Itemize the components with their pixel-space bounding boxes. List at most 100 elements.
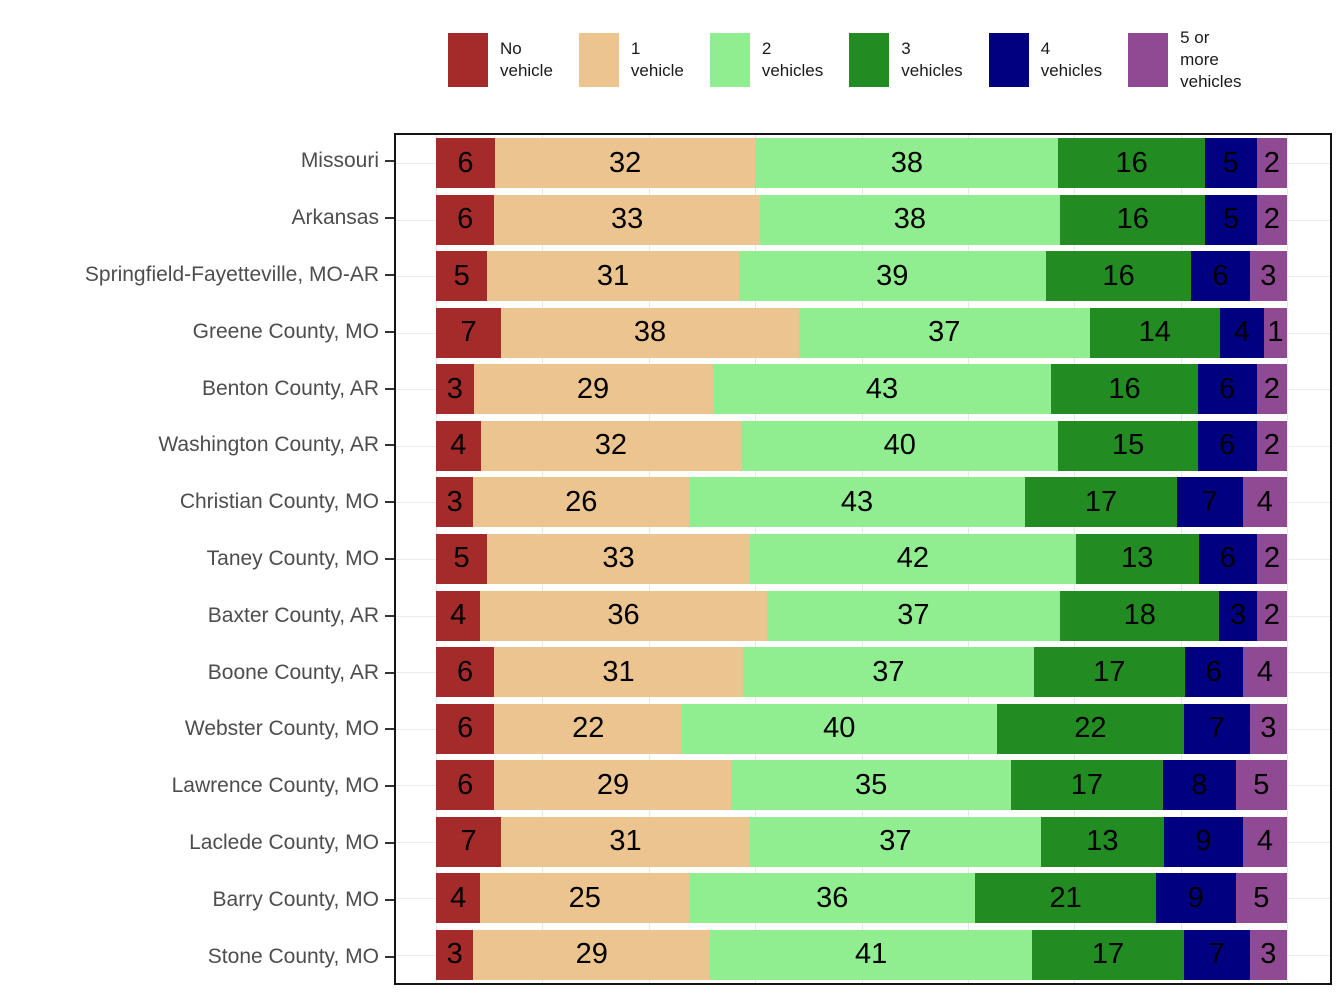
y-axis-row: Webster County, MO <box>0 701 394 758</box>
stacked-bar: 3 29 41 17 7 3 <box>436 929 1287 980</box>
segment-value-label: 7 <box>460 825 477 858</box>
segment-value-label: 5 <box>1253 881 1270 914</box>
y-axis-row: Stone County, MO <box>0 928 394 985</box>
axis-tick <box>385 557 394 560</box>
bar-segment: 29 <box>473 364 713 415</box>
bar-segment: 5 <box>1235 760 1288 811</box>
segment-value-label: 3 <box>446 938 463 971</box>
segment-value-label: 43 <box>840 485 874 518</box>
bar-segment: 22 <box>494 703 683 754</box>
legend-label: 5 or more vehicles <box>1180 28 1242 91</box>
segment-value-label: 13 <box>1086 825 1119 858</box>
stacked-bar: 6 29 35 17 8 5 <box>436 760 1288 811</box>
segment-value-label: 22 <box>1074 712 1107 745</box>
segment-value-label: 37 <box>872 655 905 688</box>
bar-segment: 42 <box>749 533 1076 584</box>
bar-segment: 40 <box>741 420 1059 471</box>
y-axis-row: Boone County, AR <box>0 644 394 701</box>
y-axis-row: Greene County, MO <box>0 303 394 360</box>
category-label: Webster County, MO <box>184 717 379 741</box>
legend-item: No vehicle <box>448 33 553 87</box>
bar-segment: 7 <box>1184 703 1250 754</box>
bar-segment: 31 <box>487 251 739 302</box>
row-slot: 4 32 40 15 6 2 <box>396 418 1330 475</box>
segment-value-label: 37 <box>879 825 912 858</box>
segment-value-label: 36 <box>607 599 640 632</box>
category-label: Taney County, MO <box>206 546 379 570</box>
segment-value-label: 3 <box>1260 938 1277 971</box>
legend-label: 4 vehicles <box>1040 39 1103 80</box>
row-slot: 5 33 42 13 6 2 <box>396 531 1330 588</box>
bar-segment: 2 <box>1256 420 1288 471</box>
segment-value-label: 2 <box>1263 429 1280 462</box>
row-slot: 3 29 41 17 7 3 <box>396 926 1330 983</box>
category-label: Barry County, MO <box>212 887 379 911</box>
bar-segment: 7 <box>1184 929 1250 980</box>
segment-value-label: 9 <box>1195 825 1212 858</box>
row-slot: 3 29 43 16 6 2 <box>396 361 1330 418</box>
bar-segment: 5 <box>1204 138 1257 189</box>
segment-value-label: 3 <box>446 485 463 518</box>
bar-segment: 6 <box>1197 364 1257 415</box>
y-axis-row: Benton County, AR <box>0 360 394 417</box>
bar-segment: 5 <box>1235 873 1288 924</box>
axis-tick <box>385 841 394 844</box>
bar-segment: 8 <box>1162 760 1236 811</box>
row-slot: 6 22 40 22 7 3 <box>396 700 1330 757</box>
stacked-bar: 3 26 43 17 7 4 <box>436 477 1287 528</box>
category-label: Benton County, AR <box>201 376 379 400</box>
stacked-bar: 4 25 36 21 9 5 <box>436 873 1288 924</box>
bar-segment: 31 <box>501 816 750 867</box>
bar-segment: 5 <box>436 533 488 584</box>
bar-segment: 16 <box>1058 138 1205 189</box>
segment-value-label: 6 <box>457 203 474 236</box>
segment-value-label: 17 <box>1091 938 1125 971</box>
segment-value-label: 40 <box>823 712 856 745</box>
bar-segment: 40 <box>682 703 997 754</box>
segment-value-label: 5 <box>1222 203 1240 236</box>
y-axis-row: Washington County, AR <box>0 417 394 474</box>
stacked-bar: 7 38 37 14 4 1 <box>436 307 1287 358</box>
axis-tick <box>385 955 394 958</box>
stacked-bar: 6 33 38 16 5 2 <box>436 194 1287 245</box>
segment-value-label: 31 <box>596 259 630 292</box>
y-axis-row: Lawrence County, MO <box>0 758 394 815</box>
segment-value-label: 6 <box>1219 542 1236 575</box>
segment-value-label: 38 <box>890 146 924 179</box>
category-label: Arkansas <box>291 206 379 230</box>
row-slot: 6 32 38 16 5 2 <box>396 135 1330 192</box>
axis-tick <box>385 501 394 504</box>
segment-value-label: 35 <box>854 768 888 801</box>
segment-value-label: 3 <box>1230 599 1247 632</box>
bar-segment: 2 <box>1256 364 1288 415</box>
bar-segment: 29 <box>494 760 732 811</box>
segment-value-label: 9 <box>1187 881 1204 914</box>
bar-segment: 6 <box>436 138 495 189</box>
segment-value-label: 32 <box>594 429 627 462</box>
segment-value-label: 4 <box>450 881 467 914</box>
axis-tick <box>385 217 394 220</box>
axis-tick <box>385 898 394 901</box>
bar-segment: 3 <box>1249 703 1287 754</box>
segment-value-label: 32 <box>608 146 642 179</box>
row-slot: 3 26 43 17 7 4 <box>396 474 1330 531</box>
segment-value-label: 3 <box>1260 259 1277 292</box>
segment-value-label: 7 <box>460 316 477 349</box>
segment-value-label: 8 <box>1191 768 1208 801</box>
stacked-bar: 6 32 38 16 5 2 <box>436 138 1287 189</box>
category-label: Boone County, AR <box>207 660 379 684</box>
legend-swatch-icon <box>849 33 890 87</box>
segment-value-label: 25 <box>568 881 601 914</box>
segment-value-label: 31 <box>609 825 642 858</box>
axis-tick <box>385 330 394 333</box>
bar-segment: 26 <box>473 477 690 528</box>
legend-label: 3 vehicles <box>901 39 963 80</box>
segment-value-label: 37 <box>897 599 930 632</box>
bar-segment: 6 <box>1184 647 1243 698</box>
bar-segment: 17 <box>1031 929 1185 980</box>
segment-value-label: 4 <box>450 599 467 632</box>
bar-segment: 6 <box>1197 420 1257 471</box>
bars-layer: 6 32 38 16 5 2 6 33 38 16 5 2 5 31 39 16 6 3 7 38 37 14 4 1 3 29 4… <box>396 135 1330 983</box>
segment-value-label: 14 <box>1138 316 1171 349</box>
segment-value-label: 16 <box>1116 203 1149 236</box>
